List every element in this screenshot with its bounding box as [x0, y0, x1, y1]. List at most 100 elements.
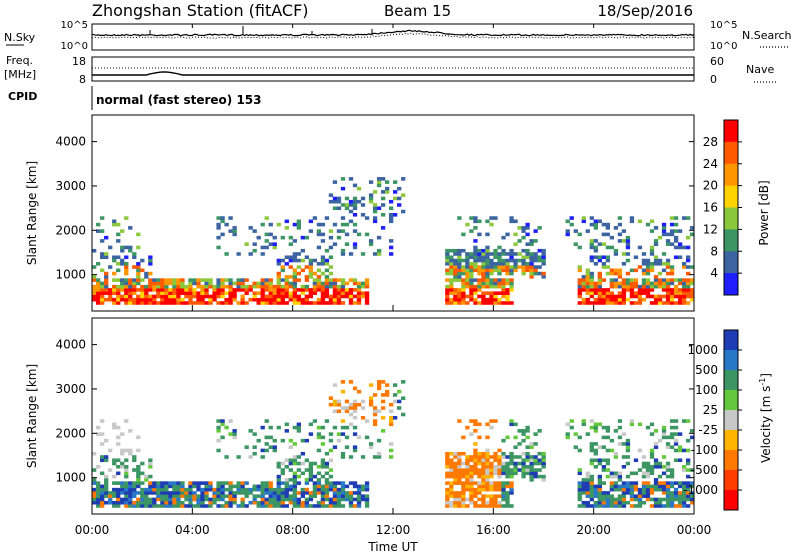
- velocity-cell: [304, 438, 310, 443]
- velocity-cell: [236, 481, 241, 485]
- power-cell: [565, 229, 570, 233]
- velocity-cell: [669, 494, 675, 498]
- power-cell: [324, 262, 330, 266]
- velocity-cell: [140, 504, 145, 508]
- power-cell: [264, 239, 269, 243]
- power-cell: [108, 288, 113, 292]
- power-cell: [641, 297, 647, 302]
- power-cell: [489, 297, 494, 302]
- power-cell: [360, 203, 366, 207]
- power-cell: [112, 288, 117, 292]
- velocity-cell: [300, 487, 305, 492]
- power-cell: [348, 301, 354, 305]
- power-cell: [533, 255, 538, 260]
- power-cell: [256, 235, 261, 240]
- velocity-cell: [509, 461, 514, 466]
- power-cell: [328, 235, 334, 240]
- colorbar-segment: [724, 390, 738, 411]
- velocity-cell: [661, 497, 667, 502]
- freq-line: [92, 71, 694, 76]
- velocity-cell: [368, 445, 374, 449]
- velocity-cell: [641, 461, 647, 466]
- velocity-cell: [284, 465, 289, 469]
- power-cell: [188, 281, 193, 286]
- velocity-cell: [465, 471, 470, 476]
- velocity-cell: [473, 422, 478, 427]
- colorbar-segment: [724, 273, 738, 296]
- power-cell: [156, 301, 161, 305]
- colorbar-tick-label: 1000: [687, 343, 718, 357]
- power-cell: [232, 297, 237, 302]
- power-cell: [116, 297, 121, 302]
- power-cell: [172, 291, 177, 295]
- velocity-cell: [260, 425, 265, 430]
- power-cell: [120, 248, 125, 253]
- velocity-cell: [581, 504, 586, 508]
- power-cell: [348, 288, 354, 292]
- power-cell: [356, 199, 362, 204]
- velocity-cell: [657, 497, 663, 502]
- power-cell: [364, 294, 370, 299]
- power-cell: [597, 288, 602, 292]
- velocity-cell: [300, 461, 305, 466]
- velocity-cell: [344, 435, 350, 440]
- power-cell: [104, 297, 109, 302]
- power-cell: [609, 245, 615, 250]
- velocity-cell: [665, 474, 671, 479]
- power-cell: [252, 248, 257, 253]
- power-cell: [332, 288, 338, 292]
- power-cell: [505, 278, 510, 282]
- velocity-cell: [252, 432, 257, 436]
- velocity-cell: [577, 491, 582, 495]
- colorbar-tick-label: 24: [703, 157, 718, 171]
- velocity-cell: [661, 491, 667, 495]
- velocity-cell: [497, 500, 502, 505]
- velocity-cell: [605, 461, 611, 466]
- power-cell: [485, 232, 490, 237]
- power-cell: [577, 268, 582, 273]
- power-cell: [465, 268, 470, 273]
- power-cell: [669, 281, 675, 286]
- velocity-cell: [449, 451, 454, 456]
- velocity-cell: [637, 497, 643, 502]
- power-cell: [657, 235, 663, 240]
- power-cell: [449, 268, 454, 273]
- power-cell: [284, 294, 289, 299]
- power-cell: [577, 232, 582, 237]
- velocity-cell: [264, 419, 269, 423]
- velocity-cell: [232, 429, 237, 433]
- power-cell: [489, 262, 494, 266]
- power-cell: [148, 297, 153, 302]
- power-cell: [220, 216, 225, 220]
- power-cell: [541, 271, 546, 276]
- velocity-cell: [164, 487, 169, 492]
- velocity-cell: [308, 504, 314, 508]
- power-cell: [589, 301, 594, 305]
- power-cell: [681, 262, 687, 266]
- velocity-cell: [581, 487, 586, 492]
- power-cell: [136, 265, 141, 269]
- velocity-cell: [641, 484, 647, 489]
- velocity-cell: [485, 504, 490, 508]
- power-cell: [364, 232, 370, 237]
- power-cell: [296, 271, 301, 276]
- power-cell: [685, 288, 691, 292]
- velocity-cell: [565, 422, 570, 427]
- velocity-cell: [497, 484, 502, 489]
- velocity-cell: [681, 494, 687, 498]
- velocity-cell: [320, 461, 326, 466]
- velocity-cell: [148, 491, 153, 495]
- power-cell: [537, 248, 542, 253]
- power-cell: [617, 268, 623, 273]
- velocity-cell: [477, 484, 482, 489]
- velocity-cell: [629, 497, 635, 502]
- power-cell: [609, 291, 615, 295]
- velocity-cell: [316, 481, 322, 485]
- power-cell: [477, 265, 482, 269]
- power-cell: [593, 219, 598, 224]
- power-cell: [505, 288, 510, 292]
- power-cell: [140, 258, 145, 263]
- power-cell: [493, 291, 498, 295]
- power-cell: [356, 186, 362, 191]
- velocity-cell: [380, 380, 386, 384]
